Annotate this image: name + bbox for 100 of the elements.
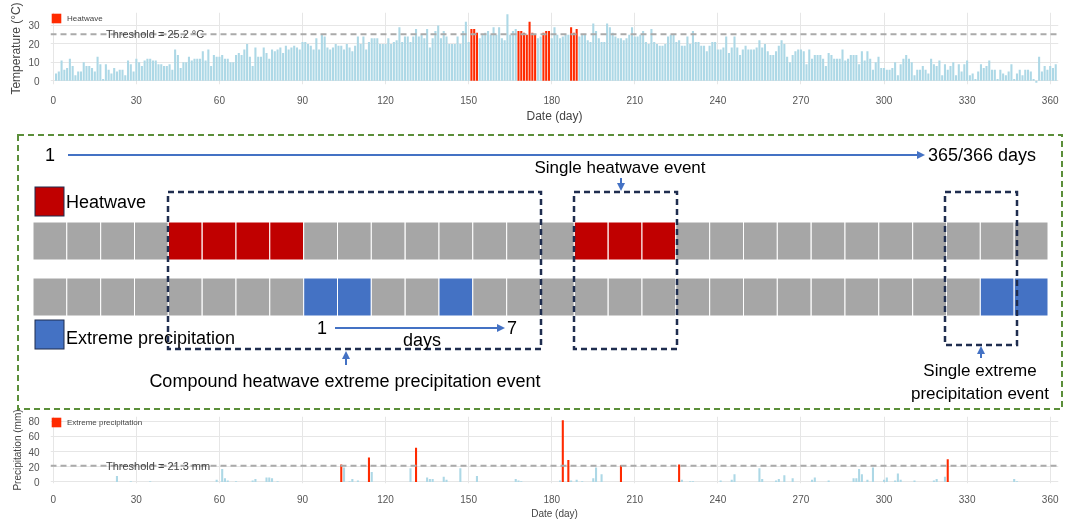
bar: [938, 60, 941, 81]
bar: [498, 27, 501, 81]
bar: [215, 56, 218, 81]
x-tick-label: 30: [130, 94, 143, 106]
x-tick-label: 330: [958, 493, 976, 505]
bar: [614, 36, 617, 81]
bar: [747, 49, 750, 81]
bar: [207, 49, 210, 81]
bar: [301, 42, 304, 81]
x-tick-label: 360: [1041, 94, 1059, 106]
y-tick-label: 20: [28, 461, 40, 473]
bar: [398, 27, 401, 81]
bar: [534, 34, 537, 81]
bar: [437, 25, 440, 81]
bar: [816, 54, 819, 81]
bar: [1015, 73, 1018, 81]
bar: [221, 469, 224, 482]
bar: [658, 45, 661, 81]
x-tick-label: 180: [543, 493, 561, 505]
bar: [758, 40, 761, 81]
bar: [376, 38, 379, 81]
bar: [426, 29, 429, 81]
legend-label: Heatwave: [67, 13, 103, 23]
bar: [772, 54, 775, 81]
bar: [478, 38, 481, 81]
bar: [794, 51, 797, 81]
ref-line-label: Threshold = 25.2 °C: [105, 28, 205, 41]
y-axis-title: Temperature (°C): [9, 2, 24, 95]
bar: [542, 32, 545, 81]
bar: [456, 36, 459, 81]
bar: [802, 51, 805, 81]
bar: [481, 34, 484, 81]
bar: [943, 476, 946, 482]
bar: [763, 43, 766, 81]
bar: [60, 60, 63, 81]
bar: [1038, 56, 1041, 81]
bar: [877, 56, 880, 81]
bar: [415, 447, 418, 482]
text: days: [402, 330, 442, 350]
bar: [791, 478, 794, 482]
bar: [642, 30, 645, 81]
bar: [952, 62, 955, 81]
bar: [719, 49, 722, 81]
bar: [686, 36, 689, 81]
bar: [104, 64, 107, 81]
bar: [619, 465, 622, 482]
bar: [138, 62, 141, 81]
bar: [511, 30, 514, 81]
bar: [157, 64, 160, 81]
bar: [387, 38, 390, 81]
bar: [370, 472, 373, 482]
x-tick-label: 120: [377, 493, 395, 505]
y-tick-label: 20: [28, 38, 40, 50]
bar: [860, 51, 863, 81]
bar: [943, 64, 946, 81]
bar: [118, 69, 121, 81]
text: Heatwave: [66, 192, 147, 212]
bar: [708, 45, 711, 81]
bar: [196, 58, 199, 81]
bar: [949, 66, 952, 81]
bar: [190, 60, 193, 81]
bar: [1043, 66, 1046, 81]
bar: [1010, 64, 1013, 81]
bar: [672, 34, 675, 81]
bar: [622, 40, 625, 81]
bar: [608, 27, 611, 81]
bar: [473, 29, 476, 81]
bar: [146, 58, 149, 81]
y-tick-label: 10: [28, 57, 40, 69]
bar: [226, 58, 229, 81]
bar: [841, 49, 844, 81]
y-axis-title: Precipitation (mm): [12, 409, 24, 491]
x-tick-label: 150: [460, 94, 478, 106]
bar: [276, 49, 279, 81]
x-tick-label: 210: [626, 493, 644, 505]
bar: [855, 54, 858, 81]
bar: [88, 66, 91, 81]
bar: [910, 62, 913, 81]
bar: [129, 64, 132, 81]
x-tick-label: 270: [792, 94, 810, 106]
bar: [459, 468, 462, 482]
bar: [769, 54, 772, 81]
bar: [661, 45, 664, 81]
bar: [367, 42, 370, 81]
bar: [971, 73, 974, 81]
bar: [578, 36, 581, 81]
bar: [871, 467, 874, 482]
bar: [520, 30, 523, 81]
bar: [636, 36, 639, 81]
bar: [894, 62, 897, 81]
x-tick-label: 300: [875, 94, 893, 106]
bar: [553, 27, 556, 81]
bar: [193, 58, 196, 81]
bar: [464, 21, 467, 81]
bar: [905, 54, 908, 81]
x-tick-label: 120: [377, 94, 395, 106]
bar: [830, 54, 833, 81]
bar: [304, 42, 307, 81]
bar: [323, 36, 326, 81]
x-tick-label: 330: [958, 94, 976, 106]
